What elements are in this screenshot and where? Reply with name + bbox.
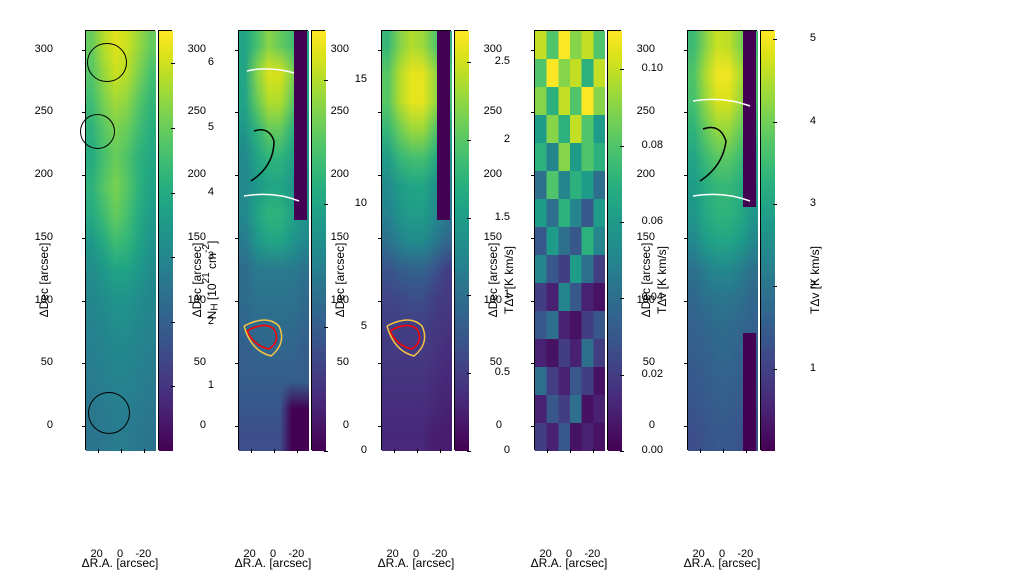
y-tick-label: 250 [484,105,502,117]
y-tick-label: 0 [496,419,502,431]
y-tick-label: 250 [331,105,349,117]
y-tick-label: 250 [637,105,655,117]
colorbar-tick-label: 1 [810,362,816,374]
y-tick-label: 150 [637,231,655,243]
y-tick-label: 50 [41,356,53,368]
colorbar-tick-label: 0.06 [642,215,663,227]
colorbar-p2 [311,30,325,450]
heatmap-p3 [381,30,451,450]
colorbar-tick-label: 0.10 [642,62,663,74]
colorbar-tick-label: 2.5 [495,55,510,67]
y-tick-label: 200 [188,168,206,180]
panel-p5: 050100150200250300ΔDec [arcsec]200-20ΔR.… [687,30,828,530]
mask-region [743,31,756,207]
y-tick-label: 150 [484,231,502,243]
mask-region [743,333,756,451]
y-tick-label: 200 [35,168,53,180]
mask-region [437,31,450,220]
colorbar-label: TΔv [K km/s] [655,246,669,314]
colorbar-tick-label: 0 [504,444,510,456]
heatmap-p5 [687,30,757,450]
colorbar-tick-label: 1 [208,379,214,391]
y-axis-label: ΔDec [arcsec] [190,243,204,318]
colorbar-tick-label: 2 [504,133,510,145]
colorbar-tick-label: 4 [810,115,816,127]
colorbar-tick-label: 5 [361,320,367,332]
colorbar-tick-label: 1.5 [495,211,510,223]
y-axis-label: ΔDec [arcsec] [639,243,653,318]
heatmap-p2 [238,30,308,450]
heatmap-p1 [85,30,155,450]
colorbar-p5 [760,30,774,450]
y-tick-label: 0 [47,419,53,431]
y-tick-label: 0 [200,419,206,431]
y-tick-label: 150 [331,231,349,243]
y-tick-label: 200 [484,168,502,180]
x-axis-label: ΔR.A. [arcsec] [235,556,312,570]
y-tick-label: 0 [649,419,655,431]
y-tick-label: 50 [194,356,206,368]
y-tick-label: 300 [331,43,349,55]
y-tick-label: 300 [484,43,502,55]
x-axis-label: ΔR.A. [arcsec] [531,556,608,570]
beam-circle [87,43,127,83]
figure-container: 050100150200250300ΔDec [arcsec]200-20ΔR.… [85,30,995,530]
colorbar-tick-label: 3 [810,197,816,209]
colorbar-p4 [607,30,621,450]
y-tick-label: 150 [35,231,53,243]
colorbar-tick-label: 0.00 [642,444,663,456]
colorbar-p1 [158,30,172,450]
beam-circle [80,114,115,149]
colorbar-tick-label: 0 [361,444,367,456]
colorbar-tick-label: 6 [208,56,214,68]
y-tick-label: 300 [637,43,655,55]
y-axis-label: ΔDec [arcsec] [333,243,347,318]
y-tick-label: 200 [331,168,349,180]
y-tick-label: 50 [643,356,655,368]
y-tick-label: 50 [490,356,502,368]
colorbar-tick-label: 5 [810,32,816,44]
colorbar-tick-label: 15 [355,73,367,85]
y-tick-label: 200 [637,168,655,180]
y-tick-label: 50 [337,356,349,368]
heatmap-p4 [534,30,604,450]
x-axis-label: ΔR.A. [arcsec] [378,556,455,570]
colorbar-label: TΔv [K km/s] [502,246,516,314]
y-tick-label: 250 [35,105,53,117]
y-axis-label: ΔDec [arcsec] [37,243,51,318]
x-axis-label: ΔR.A. [arcsec] [82,556,159,570]
colorbar-label: TΔv [K km/s] [808,246,822,314]
y-tick-label: 300 [35,43,53,55]
y-tick-label: 250 [188,105,206,117]
colorbar-tick-label: 10 [355,197,367,209]
x-axis-label: ΔR.A. [arcsec] [684,556,761,570]
y-tick-label: 150 [188,231,206,243]
mask-region [294,31,307,220]
colorbar-tick-label: 0.02 [642,368,663,380]
y-tick-label: 0 [343,419,349,431]
colorbar-tick-label: 0.08 [642,139,663,151]
y-tick-label: 300 [188,43,206,55]
panel-p2: 050100150200250300ΔDec [arcsec]200-20ΔR.… [238,30,369,530]
colorbar-tick-label: 4 [208,186,214,198]
colorbar-p3 [454,30,468,450]
y-axis-label: ΔDec [arcsec] [486,243,500,318]
colorbar-tick-label: 5 [208,121,214,133]
